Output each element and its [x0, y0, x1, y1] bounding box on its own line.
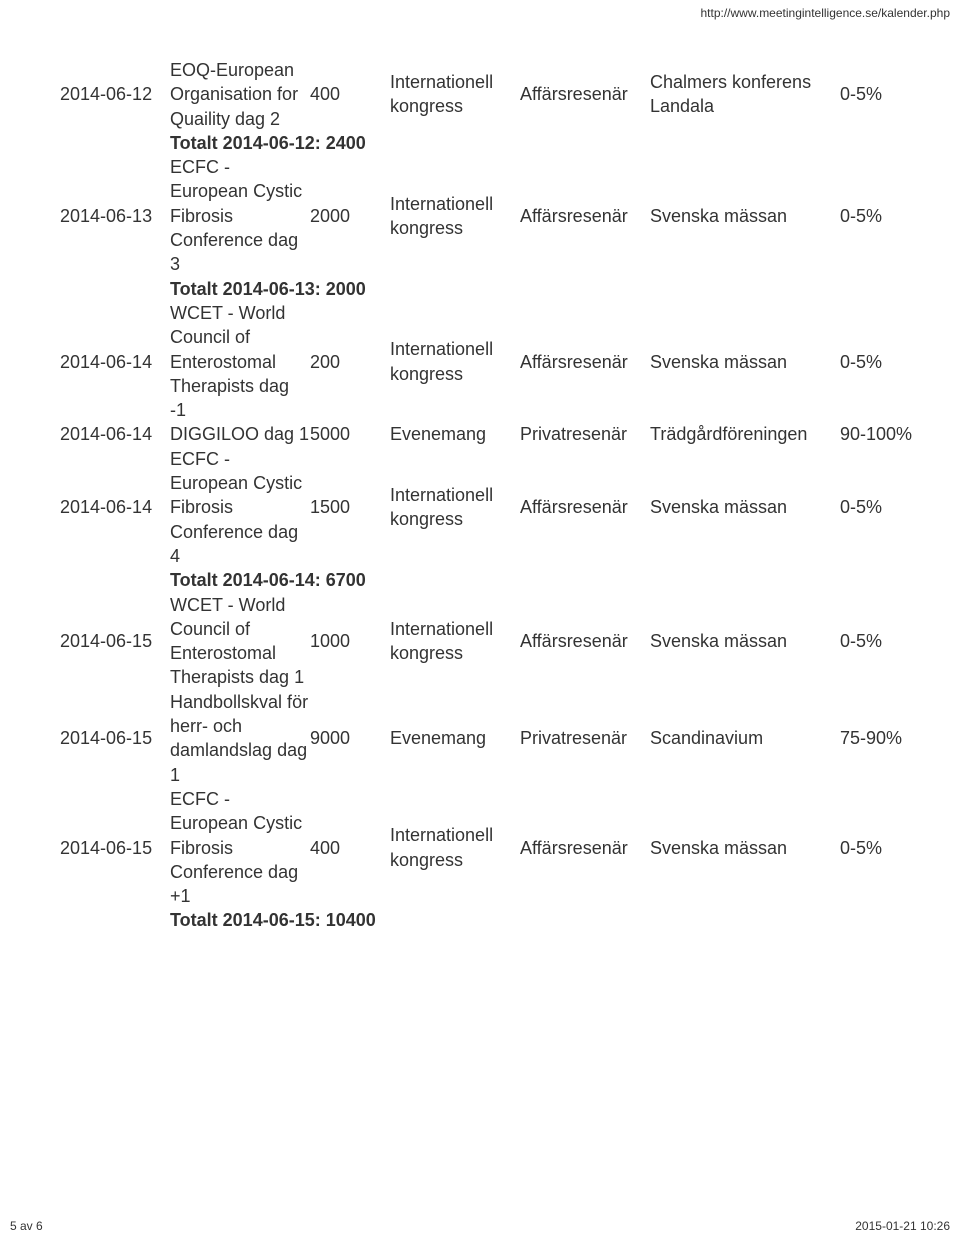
total-cell: Totalt 2014-06-12: 2400: [170, 131, 930, 155]
cell-date: [60, 277, 170, 301]
cell-traveler: Affärsresenär: [520, 155, 650, 276]
cell-date: 2014-06-14: [60, 422, 170, 446]
cell-venue: Svenska mässan: [650, 787, 840, 908]
cell-type: Internationell kongress: [390, 58, 520, 131]
cell-event: WCET - World Council of Enterostomal The…: [170, 593, 310, 690]
cell-date: 2014-06-14: [60, 447, 170, 568]
content-area: 2014-06-12EOQ-European Organisation for …: [0, 0, 960, 933]
footer-page-info: 5 av 6: [10, 1219, 43, 1233]
cell-count: 9000: [310, 690, 390, 787]
cell-traveler: Privatresenär: [520, 422, 650, 446]
cell-type: Internationell kongress: [390, 787, 520, 908]
cell-date: 2014-06-14: [60, 301, 170, 422]
cell-date: [60, 908, 170, 932]
cell-percent: 0-5%: [840, 593, 930, 690]
cell-count: 1500: [310, 447, 390, 568]
cell-event: WCET - World Council of Enterostomal The…: [170, 301, 310, 422]
total-cell: Totalt 2014-06-14: 6700: [170, 568, 930, 592]
cell-type: Evenemang: [390, 422, 520, 446]
cell-date: [60, 131, 170, 155]
cell-percent: 0-5%: [840, 155, 930, 276]
cell-venue: Scandinavium: [650, 690, 840, 787]
cell-count: 1000: [310, 593, 390, 690]
cell-event: EOQ-European Organisation for Quaility d…: [170, 58, 310, 131]
cell-date: 2014-06-15: [60, 690, 170, 787]
cell-type: Evenemang: [390, 690, 520, 787]
cell-traveler: Affärsresenär: [520, 447, 650, 568]
cell-traveler: Privatresenär: [520, 690, 650, 787]
table-row: 2014-06-15ECFC - European Cystic Fibrosi…: [60, 787, 930, 908]
cell-count: 5000: [310, 422, 390, 446]
cell-event: ECFC - European Cystic Fibrosis Conferen…: [170, 787, 310, 908]
cell-date: 2014-06-12: [60, 58, 170, 131]
page-footer: 5 av 6 2015-01-21 10:26: [10, 1219, 950, 1233]
cell-venue: Chalmers konferens Landala: [650, 58, 840, 131]
cell-traveler: Affärsresenär: [520, 593, 650, 690]
cell-traveler: Affärsresenär: [520, 301, 650, 422]
cell-date: 2014-06-15: [60, 593, 170, 690]
total-row: Totalt 2014-06-13: 2000: [60, 277, 930, 301]
cell-percent: 0-5%: [840, 58, 930, 131]
table-row: 2014-06-13ECFC - European Cystic Fibrosi…: [60, 155, 930, 276]
cell-traveler: Affärsresenär: [520, 58, 650, 131]
total-cell: Totalt 2014-06-13: 2000: [170, 277, 930, 301]
cell-count: 200: [310, 301, 390, 422]
cell-venue: Svenska mässan: [650, 447, 840, 568]
cell-percent: 90-100%: [840, 422, 930, 446]
cell-venue: Trädgårdföreningen: [650, 422, 840, 446]
cell-percent: 0-5%: [840, 447, 930, 568]
cell-event: ECFC - European Cystic Fibrosis Conferen…: [170, 155, 310, 276]
table-row: 2014-06-14DIGGILOO dag 15000EvenemangPri…: [60, 422, 930, 446]
cell-type: Internationell kongress: [390, 593, 520, 690]
page: http://www.meetingintelligence.se/kalend…: [0, 0, 960, 1241]
cell-venue: Svenska mässan: [650, 593, 840, 690]
cell-percent: 0-5%: [840, 301, 930, 422]
events-table: 2014-06-12EOQ-European Organisation for …: [60, 58, 930, 933]
cell-count: 400: [310, 787, 390, 908]
total-row: Totalt 2014-06-12: 2400: [60, 131, 930, 155]
total-row: Totalt 2014-06-14: 6700: [60, 568, 930, 592]
cell-event: ECFC - European Cystic Fibrosis Conferen…: [170, 447, 310, 568]
cell-percent: 0-5%: [840, 787, 930, 908]
cell-traveler: Affärsresenär: [520, 787, 650, 908]
total-cell: Totalt 2014-06-15: 10400: [170, 908, 930, 932]
table-row: 2014-06-12EOQ-European Organisation for …: [60, 58, 930, 131]
cell-date: [60, 568, 170, 592]
cell-event: DIGGILOO dag 1: [170, 422, 310, 446]
cell-count: 400: [310, 58, 390, 131]
url-header: http://www.meetingintelligence.se/kalend…: [701, 6, 951, 20]
table-row: 2014-06-15Handbollskval för herr- och da…: [60, 690, 930, 787]
cell-venue: Svenska mässan: [650, 155, 840, 276]
cell-date: 2014-06-13: [60, 155, 170, 276]
cell-type: Internationell kongress: [390, 447, 520, 568]
cell-event: Handbollskval för herr- och damlandslag …: [170, 690, 310, 787]
table-row: 2014-06-14ECFC - European Cystic Fibrosi…: [60, 447, 930, 568]
cell-type: Internationell kongress: [390, 155, 520, 276]
total-row: Totalt 2014-06-15: 10400: [60, 908, 930, 932]
cell-percent: 75-90%: [840, 690, 930, 787]
cell-date: 2014-06-15: [60, 787, 170, 908]
cell-type: Internationell kongress: [390, 301, 520, 422]
cell-count: 2000: [310, 155, 390, 276]
cell-venue: Svenska mässan: [650, 301, 840, 422]
footer-timestamp: 2015-01-21 10:26: [855, 1219, 950, 1233]
table-row: 2014-06-14WCET - World Council of Entero…: [60, 301, 930, 422]
table-row: 2014-06-15WCET - World Council of Entero…: [60, 593, 930, 690]
